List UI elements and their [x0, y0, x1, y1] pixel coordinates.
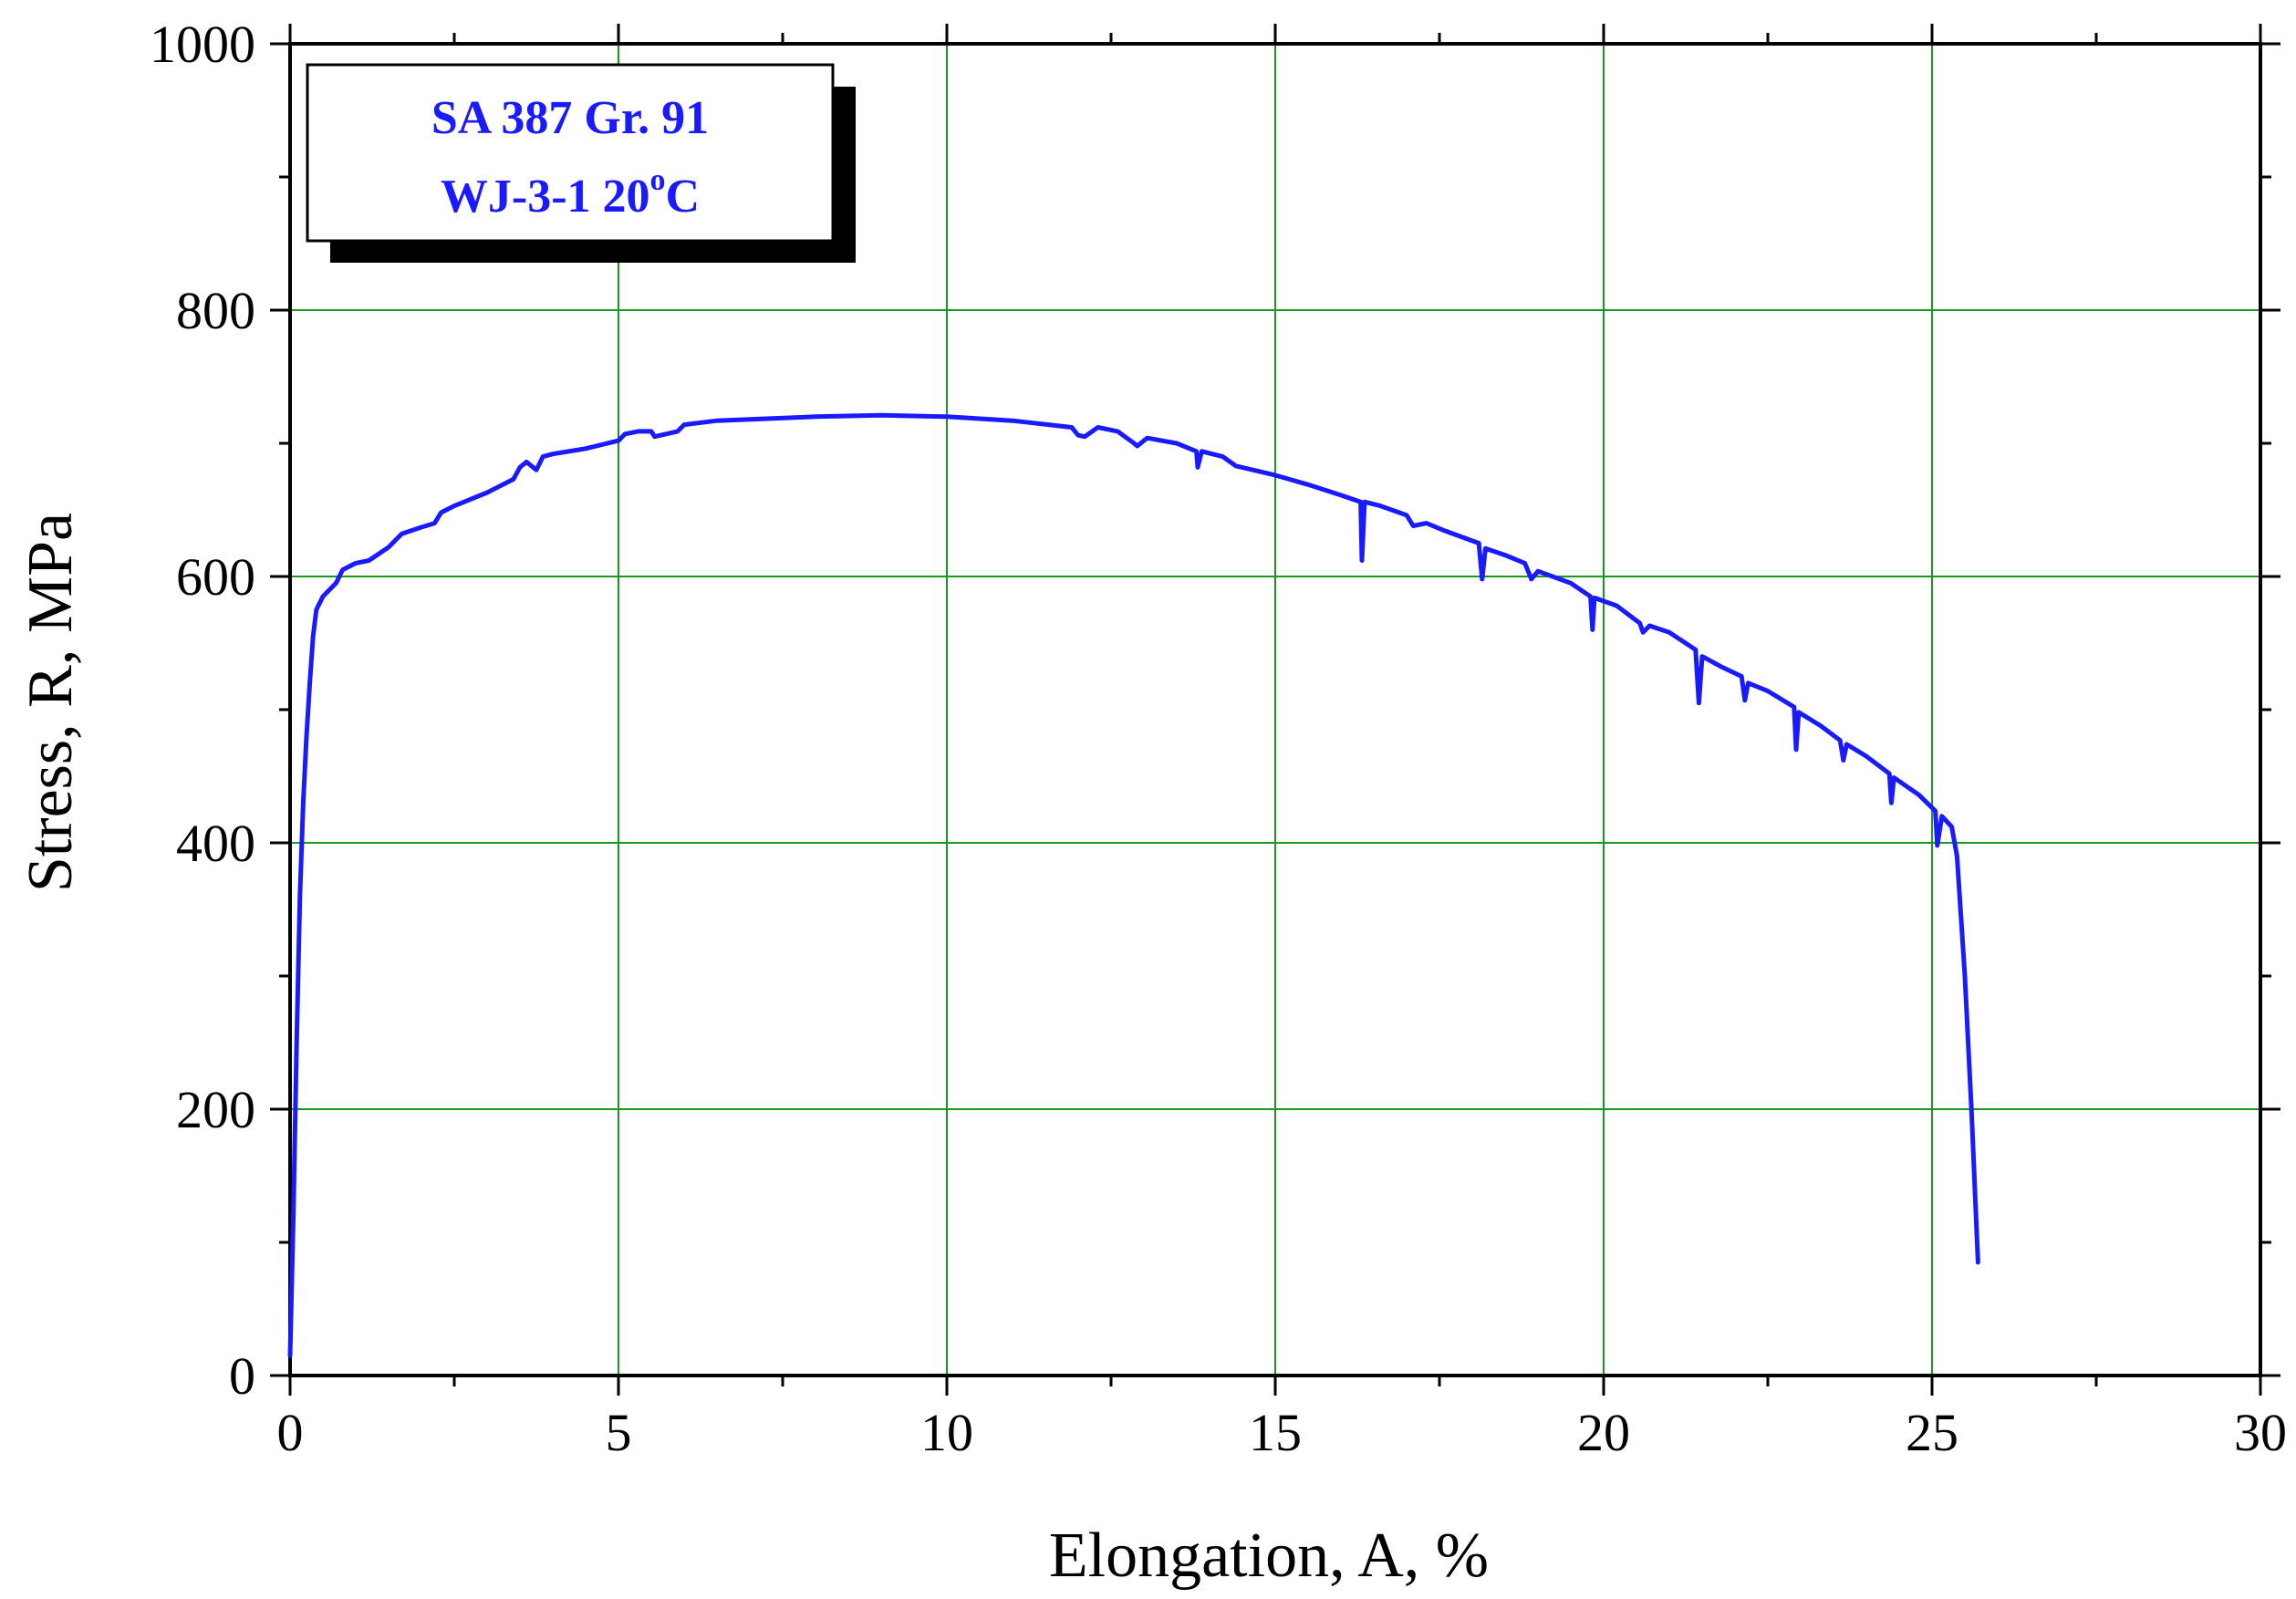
x-tick-label: 0	[277, 1403, 304, 1462]
x-tick-labels: 0 5 10 15 20 25 30	[277, 1403, 2288, 1462]
x-tick-label: 30	[2234, 1403, 2287, 1462]
series	[287, 412, 1980, 1358]
legend-material: SA 387 Gr. 91	[431, 92, 709, 144]
x-tick-label: 20	[1577, 1403, 1630, 1462]
x-tick-label: 5	[606, 1403, 632, 1462]
major-ticks	[270, 24, 2280, 1396]
y-tick-labels: 0 200 400 600 800 1000	[150, 15, 255, 1406]
y-tick-label: 600	[176, 547, 255, 607]
y-tick-label: 200	[176, 1080, 255, 1139]
legend-specimen-main: WJ-3-1 20	[441, 171, 650, 223]
y-axis-label: Stress, R, MPa	[16, 513, 86, 892]
y-tick-label: 800	[176, 281, 255, 340]
y-tick-label: 400	[176, 814, 255, 873]
legend-unit: C	[666, 171, 701, 223]
legend-specimen: WJ-3-1 20oC	[441, 163, 700, 223]
y-tick-label: 1000	[150, 15, 255, 74]
stress-strain-curve	[287, 412, 1980, 1358]
plot-frame	[288, 42, 2262, 1377]
grid	[290, 44, 2260, 1376]
legend-box: SA 387 Gr. 91 WJ-3-1 20oC	[306, 63, 856, 263]
x-tick-label: 15	[1249, 1403, 1302, 1462]
legend-frame	[306, 63, 835, 243]
x-axis-label: Elongation, A, %	[1049, 1521, 1489, 1591]
legend-degree-sup: o	[650, 163, 666, 197]
x-tick-label: 10	[920, 1403, 973, 1462]
y-tick-label: 0	[229, 1346, 255, 1406]
x-tick-label: 25	[1906, 1403, 1958, 1462]
